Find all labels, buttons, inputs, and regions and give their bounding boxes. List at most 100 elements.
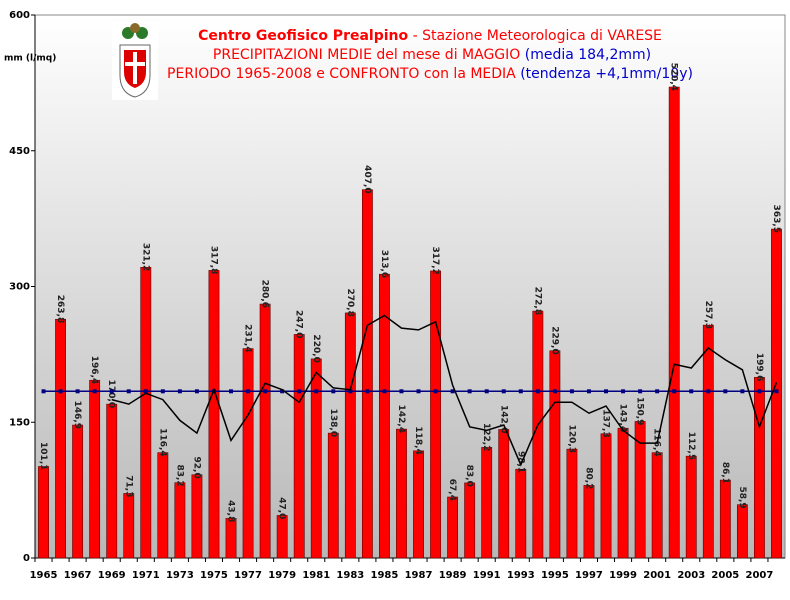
- value-label: 101,1: [38, 442, 48, 470]
- trend-line: [111, 314, 778, 467]
- value-label: 199,6: [754, 353, 764, 381]
- subtitle-part: (media 184,2mm): [520, 47, 651, 63]
- x-tick-label: 1979: [268, 570, 296, 581]
- subtitle-part: (tendenza +4,1mm/10y): [516, 66, 693, 82]
- value-label: 263,8: [55, 295, 65, 323]
- mean-marker: [501, 389, 506, 394]
- mean-marker: [604, 389, 609, 394]
- mean-marker: [535, 389, 540, 394]
- mean-marker: [297, 389, 302, 394]
- value-label: 122,2: [481, 423, 491, 451]
- x-tick-label: 1971: [132, 570, 160, 581]
- mean-marker: [706, 389, 711, 394]
- bar: [174, 482, 186, 559]
- value-label: 280,6: [260, 280, 270, 308]
- chart-subtitle: PRECIPITAZIONI MEDIE del mese di MAGGIO …: [213, 47, 651, 63]
- mean-marker: [433, 389, 438, 394]
- bar: [583, 485, 595, 559]
- x-tick-label: 1985: [371, 570, 399, 581]
- value-label: 220,0: [311, 334, 321, 362]
- x-tick-label: 1965: [30, 570, 58, 581]
- bar: [464, 482, 476, 559]
- mean-marker: [41, 389, 46, 394]
- value-label: 43,8: [226, 500, 236, 522]
- title-part: - Stazione Meteorologica di VARESE: [408, 28, 662, 44]
- value-label: 150,9: [635, 397, 645, 425]
- bar: [310, 358, 322, 559]
- value-label: 321,2: [140, 243, 150, 271]
- x-tick-label: 1997: [575, 570, 603, 581]
- bar: [225, 518, 237, 559]
- mean-marker: [484, 389, 489, 394]
- value-label: 247,0: [294, 310, 304, 338]
- mean-marker: [75, 389, 80, 394]
- value-label: 143,4: [618, 404, 628, 432]
- value-label: 138,0: [328, 409, 338, 437]
- mean-marker: [757, 389, 762, 394]
- bar: [498, 429, 510, 559]
- mean-marker: [109, 389, 114, 394]
- bar: [276, 515, 288, 559]
- value-label: 272,8: [532, 287, 542, 315]
- emblem: [112, 22, 158, 100]
- x-tick-label: 1975: [200, 570, 228, 581]
- mean-marker: [723, 389, 728, 394]
- bar: [617, 427, 629, 559]
- x-tick-label: 2007: [746, 570, 774, 581]
- value-label: 80,2: [583, 467, 593, 489]
- bar: [379, 273, 390, 559]
- mean-marker: [348, 389, 353, 394]
- mean-marker: [552, 389, 557, 394]
- title-part: Centro Geofisico Prealpino: [198, 28, 408, 44]
- mean-marker: [774, 389, 779, 394]
- mean-marker: [365, 389, 370, 394]
- bar: [736, 504, 748, 559]
- mean-marker: [467, 389, 472, 394]
- bar: [771, 228, 782, 559]
- bar: [430, 270, 441, 559]
- mean-marker: [246, 389, 251, 394]
- bar: [55, 318, 66, 559]
- bar: [361, 189, 373, 559]
- bar: [38, 466, 49, 559]
- mean-marker: [416, 389, 421, 394]
- subtitle-part: PERIODO 1965-2008 e CONFRONTO con la MED…: [167, 66, 516, 82]
- mean-marker: [399, 389, 404, 394]
- bar: [259, 303, 271, 559]
- bar: [89, 379, 101, 559]
- mean-marker: [689, 389, 694, 394]
- mean-marker: [143, 389, 148, 394]
- x-tick-label: 1993: [507, 570, 535, 581]
- mean-marker: [518, 389, 523, 394]
- x-tick-label: 1989: [439, 570, 467, 581]
- x-tick-label: 1999: [609, 570, 637, 581]
- value-label: 86,1: [720, 462, 730, 484]
- chart-title: Centro Geofisico Prealpino - Stazione Me…: [198, 28, 662, 44]
- bar: [72, 424, 84, 559]
- bar: [106, 403, 118, 559]
- mean-marker: [314, 389, 319, 394]
- x-tick-label: 2005: [711, 570, 739, 581]
- mean-marker: [58, 389, 63, 394]
- value-label: 118,4: [413, 426, 423, 454]
- value-label: 170,0: [106, 380, 116, 408]
- mean-marker: [263, 389, 268, 394]
- mean-marker: [280, 389, 285, 394]
- bar: [702, 324, 714, 559]
- bar: [157, 452, 169, 559]
- mean-marker: [126, 389, 131, 394]
- value-label: 317,2: [430, 246, 440, 274]
- chart-subtitle: PERIODO 1965-2008 e CONFRONTO con la MED…: [167, 66, 693, 82]
- y-axis-label: mm (l/mq): [4, 54, 56, 64]
- bar: [208, 270, 220, 559]
- mean-marker: [229, 389, 234, 394]
- bar: [549, 350, 561, 559]
- mean-marker: [92, 389, 97, 394]
- x-tick-label: 1991: [473, 570, 501, 581]
- mean-marker: [638, 389, 643, 394]
- bar: [566, 448, 578, 559]
- mean-marker: [586, 389, 591, 394]
- bar: [293, 334, 305, 559]
- value-label: 83,2: [174, 464, 184, 486]
- bar: [327, 432, 339, 559]
